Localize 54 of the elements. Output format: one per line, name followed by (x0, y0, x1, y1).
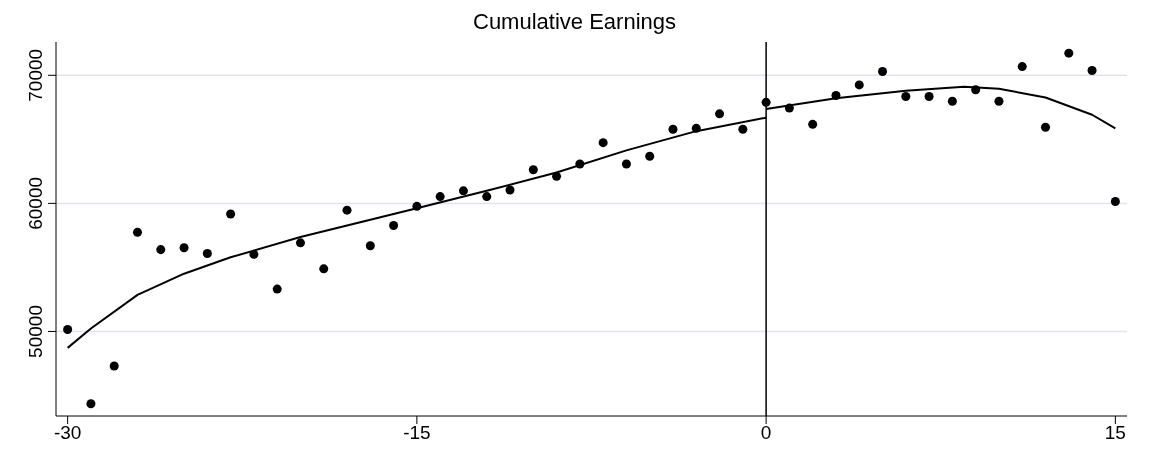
x-tick-label: 15 (1104, 422, 1126, 444)
point (552, 171, 562, 181)
point (808, 119, 818, 129)
point (86, 399, 96, 409)
point (249, 249, 259, 259)
point (412, 201, 422, 211)
point (156, 245, 166, 255)
point (295, 238, 305, 248)
x-tick-label: -30 (53, 422, 82, 444)
point (482, 192, 492, 202)
point (1110, 196, 1120, 206)
point (389, 221, 399, 231)
point (505, 185, 515, 195)
point (645, 151, 655, 161)
point (691, 123, 701, 133)
point (784, 103, 794, 113)
point (109, 361, 119, 371)
point (272, 284, 282, 294)
point (621, 159, 631, 169)
point (971, 85, 981, 95)
point (668, 124, 678, 134)
point (831, 91, 841, 101)
y-tick-label: 70000 (25, 48, 46, 102)
x-tick-label: -15 (403, 422, 431, 444)
point (342, 205, 352, 215)
point (319, 264, 329, 274)
point (226, 209, 236, 219)
point (1064, 48, 1074, 58)
point (994, 96, 1004, 106)
point (878, 66, 888, 76)
point (575, 159, 585, 169)
point (1041, 122, 1051, 132)
point (1017, 62, 1027, 72)
point (365, 241, 375, 251)
point (1087, 65, 1097, 75)
point (738, 124, 748, 134)
point (435, 192, 445, 202)
point (458, 186, 468, 196)
point (202, 248, 212, 258)
point (947, 96, 957, 106)
y-tick-label: 60000 (25, 176, 46, 230)
point (901, 91, 911, 101)
x-tick-label: 0 (760, 422, 772, 444)
point (63, 325, 73, 335)
point (132, 227, 142, 237)
point (528, 165, 538, 175)
y-tick-label: 50000 (25, 305, 46, 358)
point (598, 138, 608, 148)
chart-title: Cumulative Earnings (472, 8, 677, 36)
point (761, 97, 771, 107)
point (715, 109, 725, 119)
point (179, 243, 189, 253)
point (924, 91, 934, 101)
point (854, 80, 864, 90)
